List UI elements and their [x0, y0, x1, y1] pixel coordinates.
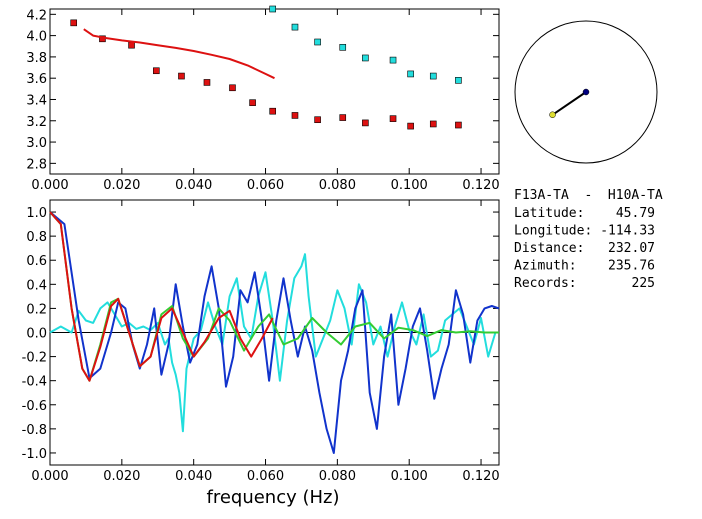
- top-series-1-point: [389, 56, 397, 64]
- top-y-tick-label: 3.6: [26, 72, 47, 87]
- top-y-tick-label: 3.4: [26, 93, 47, 108]
- top-series-0-point: [339, 114, 347, 121]
- top-y-tick-label: 3.8: [26, 51, 47, 66]
- info-value: 225: [632, 276, 655, 291]
- top-plot-area: [49, 8, 500, 175]
- bottom-series-2-line: [49, 211, 499, 382]
- top-series-0-point: [362, 119, 369, 127]
- top-series-1-point: [429, 72, 437, 80]
- bottom-x-tick-label: 0.120: [462, 469, 499, 484]
- bottom-x-tick-label: 0.000: [31, 469, 68, 484]
- top-series-0-point: [389, 115, 397, 122]
- top-y-tick-label: 4.0: [26, 30, 47, 45]
- top-series-1-point: [291, 23, 299, 31]
- bottom-x-tick-label: 0.080: [319, 469, 356, 484]
- top-series-1-point: [455, 77, 462, 84]
- station-info: F13A-TA - H10A-TA Latitude: 45.79 Longitud…: [514, 188, 663, 291]
- top-x-tick-label: 0.100: [391, 178, 428, 193]
- top-series-0-point: [178, 72, 185, 80]
- top-y-tick-label: 3.0: [26, 136, 47, 151]
- top-x-tick-label: 0.060: [247, 178, 284, 193]
- top-series-0-point: [291, 112, 299, 119]
- bottom-y-tick-label: 1.0: [26, 206, 47, 221]
- top-series-0-point: [249, 99, 256, 106]
- top-marks: [70, 5, 462, 130]
- top-series-0-point: [269, 107, 277, 115]
- bottom-x-tick-label: 0.040: [175, 469, 212, 484]
- bottom-y-tick-label: -0.6: [22, 399, 47, 414]
- bottom-x-tick-label: 0.060: [247, 469, 284, 484]
- bottom-y-tick-label: 0.4: [26, 278, 47, 293]
- top-y-tick-label: 4.2: [26, 8, 47, 23]
- top-series-1-point: [362, 54, 369, 62]
- info-label: Distance:: [514, 241, 584, 256]
- top-series-0-point: [407, 122, 414, 130]
- bottom-y-tick-label: 0.2: [26, 302, 47, 317]
- info-label: Latitude:: [514, 206, 584, 221]
- top-series-1-point: [339, 44, 347, 51]
- top-series-0-point: [70, 19, 78, 27]
- bottom-x-tick-label: 0.020: [103, 469, 140, 484]
- top-series-0-point: [203, 79, 211, 86]
- station-pair: F13A-TA - H10A-TA: [514, 188, 663, 203]
- top-ticks: 0.000 0.020 0.040 0.060 0.080 0.100 0.120 2.8 3.…: [26, 8, 499, 193]
- top-series-0-point: [429, 120, 437, 128]
- bottom-y-tick-label: -0.2: [22, 351, 47, 366]
- bottom-chart: 0.000 0.020 0.040 0.060 0.080 0.100 0.120 -1.0 -…: [22, 199, 500, 508]
- bottom-y-tick-label: 0.0: [26, 327, 47, 342]
- bottom-y-tick-label: 0.6: [26, 254, 47, 269]
- bottom-y-tick-label: -0.8: [22, 423, 47, 438]
- azimuth-line: [551, 91, 587, 116]
- bottom-series-0-line: [49, 253, 497, 433]
- info-label: Records:: [514, 276, 577, 291]
- bottom-ticks: 0.000 0.020 0.040 0.060 0.080 0.100 0.120 -1.0 -…: [22, 200, 500, 484]
- bottom-y-tick-label: 0.8: [26, 230, 47, 245]
- top-series-0-point: [314, 116, 321, 124]
- azimuth-end-dot: [549, 111, 556, 119]
- top-series-0-point: [229, 84, 236, 92]
- top-x-tick-label: 0.120: [462, 178, 499, 193]
- info-label: Azimuth:: [514, 259, 577, 274]
- bottom-y-tick-label: -0.4: [22, 375, 47, 390]
- top-series-1-point: [269, 5, 277, 13]
- info-label: Longitude:: [514, 224, 592, 239]
- top-series-1-point: [407, 70, 414, 78]
- x-axis-title: frequency (Hz): [206, 487, 339, 508]
- top-x-tick-label: 0.000: [31, 178, 68, 193]
- top-x-tick-label: 0.020: [103, 178, 140, 193]
- info-value: 232.07: [608, 241, 655, 256]
- top-x-tick-label: 0.040: [175, 178, 212, 193]
- top-y-tick-label: 2.8: [26, 157, 47, 172]
- top-y-tick-label: 3.2: [26, 115, 47, 130]
- top-chart: 0.000 0.020 0.040 0.060 0.080 0.100 0.120 2.8 3.…: [26, 5, 500, 193]
- azimuth-center-dot: [582, 88, 590, 96]
- top-series-1-point: [314, 38, 321, 46]
- top-series-0-point: [128, 41, 135, 49]
- top-series-2-line: [83, 28, 275, 80]
- bottom-series-1-line: [49, 211, 500, 454]
- top-series-0-point: [153, 67, 160, 75]
- bottom-series-3-line: [49, 211, 274, 382]
- top-x-tick-label: 0.080: [319, 178, 356, 193]
- azimuth-indicator: [514, 20, 658, 164]
- bottom-y-tick-label: -1.0: [22, 447, 47, 462]
- info-value: 235.76: [608, 259, 655, 274]
- bottom-x-tick-label: 0.100: [391, 469, 428, 484]
- info-value: 45.79: [616, 206, 655, 221]
- station-info-rows: Latitude: 45.79 Longitude: -114.33 Distance:…: [514, 206, 655, 291]
- info-value: -114.33: [600, 224, 655, 239]
- bottom-marks: [49, 211, 500, 454]
- top-series-0-point: [455, 121, 462, 129]
